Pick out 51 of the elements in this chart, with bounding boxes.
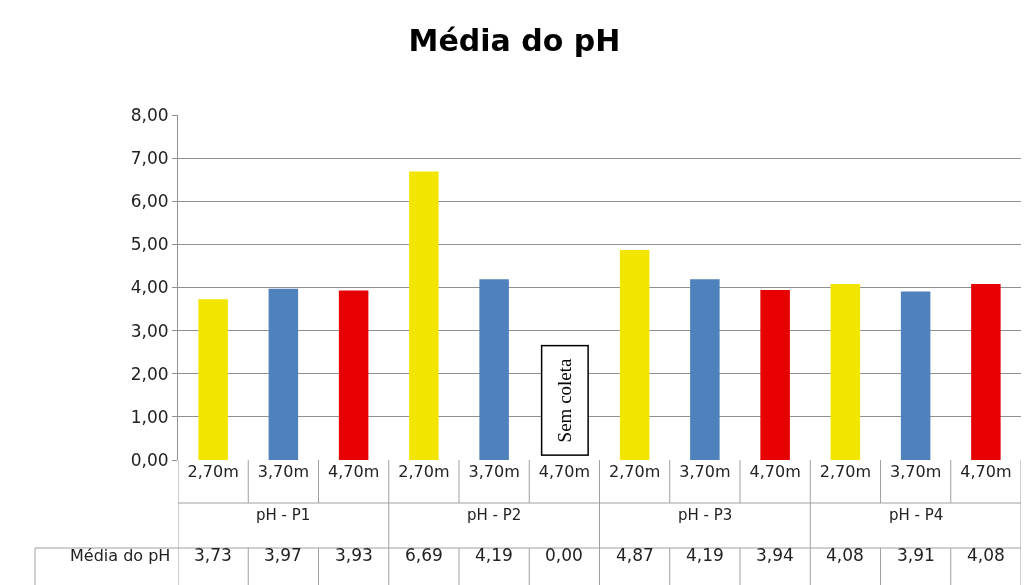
data-label: 4,19 xyxy=(475,545,513,565)
bar xyxy=(479,279,509,460)
x-tick-label: 4,70m xyxy=(328,462,380,481)
data-label: 4,08 xyxy=(826,545,864,565)
x-tick-label: 3,70m xyxy=(257,462,309,481)
text: pH - P2 xyxy=(467,506,522,524)
data-label: 6,69 xyxy=(405,545,443,565)
data-label: 3,93 xyxy=(335,545,373,565)
bar xyxy=(900,291,931,460)
x-tick-label: 4,70m xyxy=(538,462,590,481)
bar xyxy=(760,290,790,460)
bar xyxy=(690,279,720,460)
x-tick-label: 2,70m xyxy=(398,462,450,481)
bar xyxy=(338,290,369,460)
data-label: 3,97 xyxy=(264,545,302,565)
bar xyxy=(198,299,228,460)
x-tick-label: 3,70m xyxy=(890,462,942,481)
annotation: Sem coleta xyxy=(554,357,576,443)
data-label: 4,08 xyxy=(967,545,1005,565)
x-tick-label: 4,70m xyxy=(749,462,801,481)
data-label: 3,91 xyxy=(897,545,935,565)
data-label: 4,19 xyxy=(686,545,724,565)
bar xyxy=(409,171,439,460)
y-tick-label: 1,00 xyxy=(130,406,169,427)
y-tick-label: 0,00 xyxy=(130,449,169,470)
data-label: 3,94 xyxy=(756,545,794,565)
x-tick-label: 2,70m xyxy=(819,462,871,481)
x-tick-label: 2,70m xyxy=(187,462,239,481)
y-tick-label: 5,00 xyxy=(130,234,169,255)
text: Média do pH xyxy=(70,546,171,565)
y-tick-label: 2,00 xyxy=(130,363,169,384)
text: pH - P3 xyxy=(678,506,733,524)
y-tick-label: 3,00 xyxy=(130,320,169,341)
y-tick-label: 7,00 xyxy=(130,148,169,169)
data-label: 0,00 xyxy=(545,545,583,565)
bar xyxy=(619,249,650,460)
x-tick-label: 3,70m xyxy=(468,462,520,481)
data-label: 4,87 xyxy=(616,545,654,565)
y-tick-label: 4,00 xyxy=(130,277,169,298)
chart-title: Média do pH xyxy=(408,23,621,59)
bar xyxy=(971,284,1001,460)
data-label: 3,73 xyxy=(194,545,232,565)
y-tick-label: 6,00 xyxy=(130,191,169,212)
bar xyxy=(268,288,299,460)
x-tick-label: 2,70m xyxy=(609,462,661,481)
x-tick-label: 3,70m xyxy=(679,462,731,481)
text: pH - P4 xyxy=(889,506,944,524)
y-tick-label: 8,00 xyxy=(130,104,169,125)
bar xyxy=(830,284,861,460)
x-tick-label: 4,70m xyxy=(960,462,1012,481)
text: pH - P1 xyxy=(256,506,311,524)
